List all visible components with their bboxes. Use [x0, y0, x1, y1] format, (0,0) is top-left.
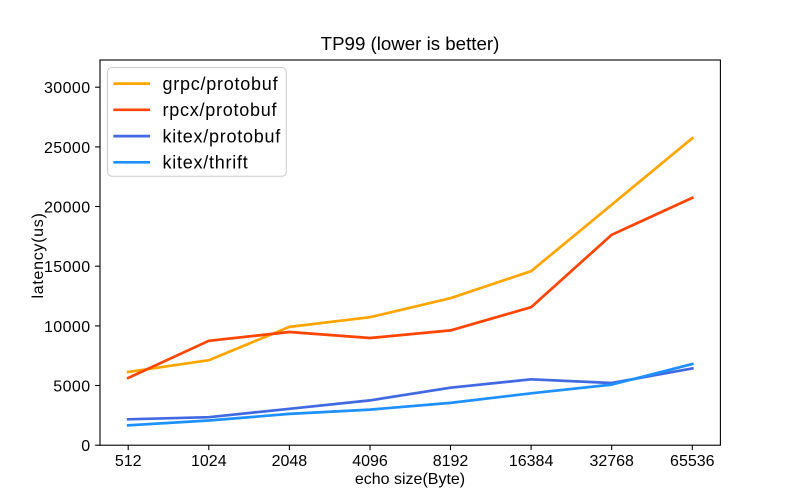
- svg-text:2048: 2048: [272, 453, 308, 470]
- svg-text:1024: 1024: [191, 453, 227, 470]
- svg-text:grpc/protobuf: grpc/protobuf: [163, 74, 279, 94]
- svg-text:15000: 15000: [44, 259, 91, 276]
- svg-text:TP99 (lower is better): TP99 (lower is better): [321, 33, 500, 54]
- svg-text:65536: 65536: [670, 453, 715, 470]
- svg-text:10000: 10000: [44, 319, 91, 336]
- svg-text:25000: 25000: [44, 140, 91, 157]
- svg-text:8192: 8192: [433, 453, 469, 470]
- svg-text:kitex/thrift: kitex/thrift: [163, 153, 249, 173]
- svg-text:512: 512: [115, 453, 142, 470]
- svg-text:kitex/protobuf: kitex/protobuf: [163, 126, 282, 146]
- svg-text:echo size(Byte): echo size(Byte): [355, 471, 465, 488]
- svg-text:30000: 30000: [44, 80, 91, 97]
- svg-text:32768: 32768: [589, 453, 634, 470]
- svg-text:latency(us): latency(us): [30, 213, 47, 299]
- svg-text:16384: 16384: [509, 453, 554, 470]
- svg-text:5000: 5000: [53, 378, 90, 395]
- svg-text:20000: 20000: [44, 199, 91, 216]
- svg-text:4096: 4096: [352, 453, 388, 470]
- svg-text:0: 0: [81, 438, 90, 455]
- svg-text:rpcx/protobuf: rpcx/protobuf: [163, 100, 278, 120]
